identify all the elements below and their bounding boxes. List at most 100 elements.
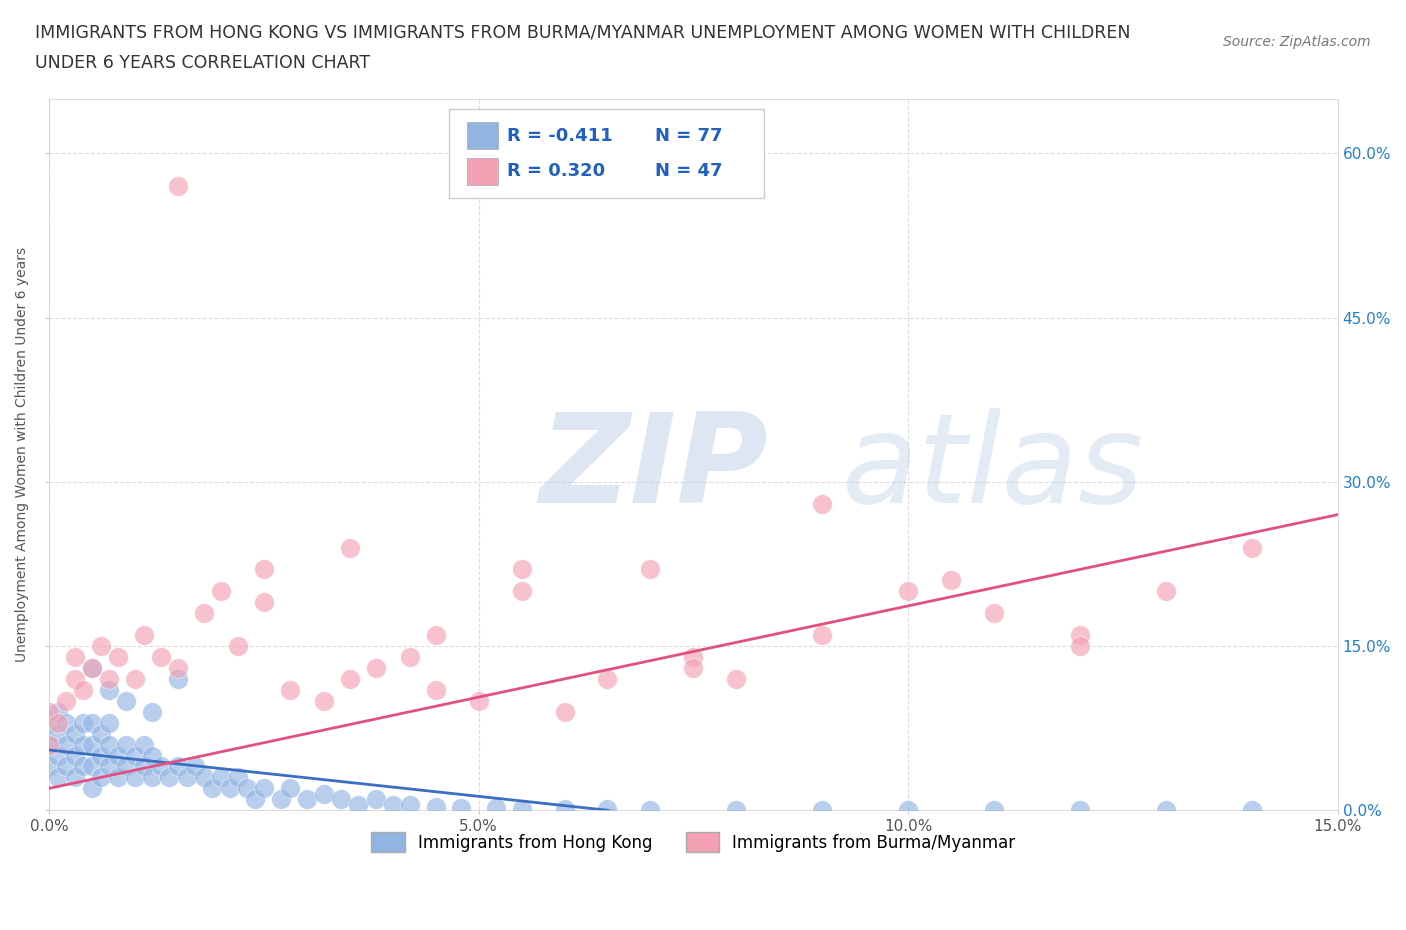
Point <box>253 781 276 796</box>
Point <box>115 759 138 774</box>
Point <box>167 179 190 193</box>
Point <box>467 694 489 709</box>
Point <box>339 540 361 555</box>
Point <box>1240 803 1263 817</box>
Point <box>364 660 387 675</box>
Point <box>1069 639 1091 654</box>
Point <box>399 797 422 812</box>
Point <box>253 562 276 577</box>
Point <box>339 671 361 686</box>
Point <box>1069 803 1091 817</box>
Point <box>201 781 224 796</box>
Point <box>72 683 94 698</box>
Text: ZIP: ZIP <box>538 408 768 529</box>
Point <box>725 803 748 817</box>
Point <box>1154 584 1177 599</box>
Point <box>38 715 60 730</box>
Point <box>124 748 146 763</box>
Text: N = 77: N = 77 <box>655 126 723 145</box>
Point <box>193 605 215 620</box>
Point <box>1069 628 1091 643</box>
Point <box>72 759 94 774</box>
Point <box>98 737 121 752</box>
Point <box>124 671 146 686</box>
Point <box>425 628 447 643</box>
Point <box>811 497 834 512</box>
Point <box>98 759 121 774</box>
Point <box>46 748 69 763</box>
Point <box>811 803 834 817</box>
Point <box>55 715 77 730</box>
Point <box>115 737 138 752</box>
Point <box>364 791 387 806</box>
Point <box>90 639 112 654</box>
Point <box>596 802 619 817</box>
Point <box>897 584 920 599</box>
Point <box>510 584 533 599</box>
Point <box>226 639 249 654</box>
Point <box>141 704 163 719</box>
Point <box>72 715 94 730</box>
Y-axis label: Unemployment Among Women with Children Under 6 years: Unemployment Among Women with Children U… <box>15 246 30 662</box>
Point <box>132 628 155 643</box>
Point <box>98 683 121 698</box>
Point <box>90 726 112 741</box>
Point <box>38 737 60 752</box>
Point <box>38 737 60 752</box>
Point <box>46 726 69 741</box>
Text: IMMIGRANTS FROM HONG KONG VS IMMIGRANTS FROM BURMA/MYANMAR UNEMPLOYMENT AMONG WO: IMMIGRANTS FROM HONG KONG VS IMMIGRANTS … <box>35 23 1130 41</box>
Text: UNDER 6 YEARS CORRELATION CHART: UNDER 6 YEARS CORRELATION CHART <box>35 54 370 72</box>
Point <box>157 770 180 785</box>
Point <box>218 781 240 796</box>
Point <box>55 737 77 752</box>
Text: N = 47: N = 47 <box>655 162 723 180</box>
Point <box>63 748 86 763</box>
Point <box>46 715 69 730</box>
Point <box>312 694 335 709</box>
Point <box>485 801 508 816</box>
Point <box>554 704 576 719</box>
Point <box>167 671 190 686</box>
Point <box>1240 540 1263 555</box>
Point <box>80 781 103 796</box>
Point <box>132 759 155 774</box>
Point <box>425 683 447 698</box>
Point <box>98 715 121 730</box>
Point <box>939 573 962 588</box>
Point <box>80 660 103 675</box>
Point <box>983 605 1005 620</box>
Point <box>63 770 86 785</box>
Point <box>90 748 112 763</box>
Point <box>381 797 404 812</box>
Point <box>141 748 163 763</box>
Point <box>167 759 190 774</box>
Legend: Immigrants from Hong Kong, Immigrants from Burma/Myanmar: Immigrants from Hong Kong, Immigrants fr… <box>364 825 1022 858</box>
Point <box>193 770 215 785</box>
Point <box>682 660 704 675</box>
Point <box>897 803 920 817</box>
Point <box>245 791 267 806</box>
Point <box>554 802 576 817</box>
Point <box>80 715 103 730</box>
Point <box>167 660 190 675</box>
Point <box>235 781 257 796</box>
Point <box>278 781 301 796</box>
FancyBboxPatch shape <box>449 110 765 198</box>
FancyBboxPatch shape <box>467 158 498 185</box>
Point <box>312 787 335 802</box>
Point <box>38 759 60 774</box>
Point <box>149 649 172 664</box>
Point <box>425 800 447 815</box>
Point <box>1154 803 1177 817</box>
Point <box>80 759 103 774</box>
Point <box>347 797 370 812</box>
Point <box>270 791 292 806</box>
Point <box>510 562 533 577</box>
Point <box>132 737 155 752</box>
Point <box>72 737 94 752</box>
Point <box>209 770 232 785</box>
Point <box>63 726 86 741</box>
Point <box>149 759 172 774</box>
Point <box>811 628 834 643</box>
Point <box>184 759 207 774</box>
